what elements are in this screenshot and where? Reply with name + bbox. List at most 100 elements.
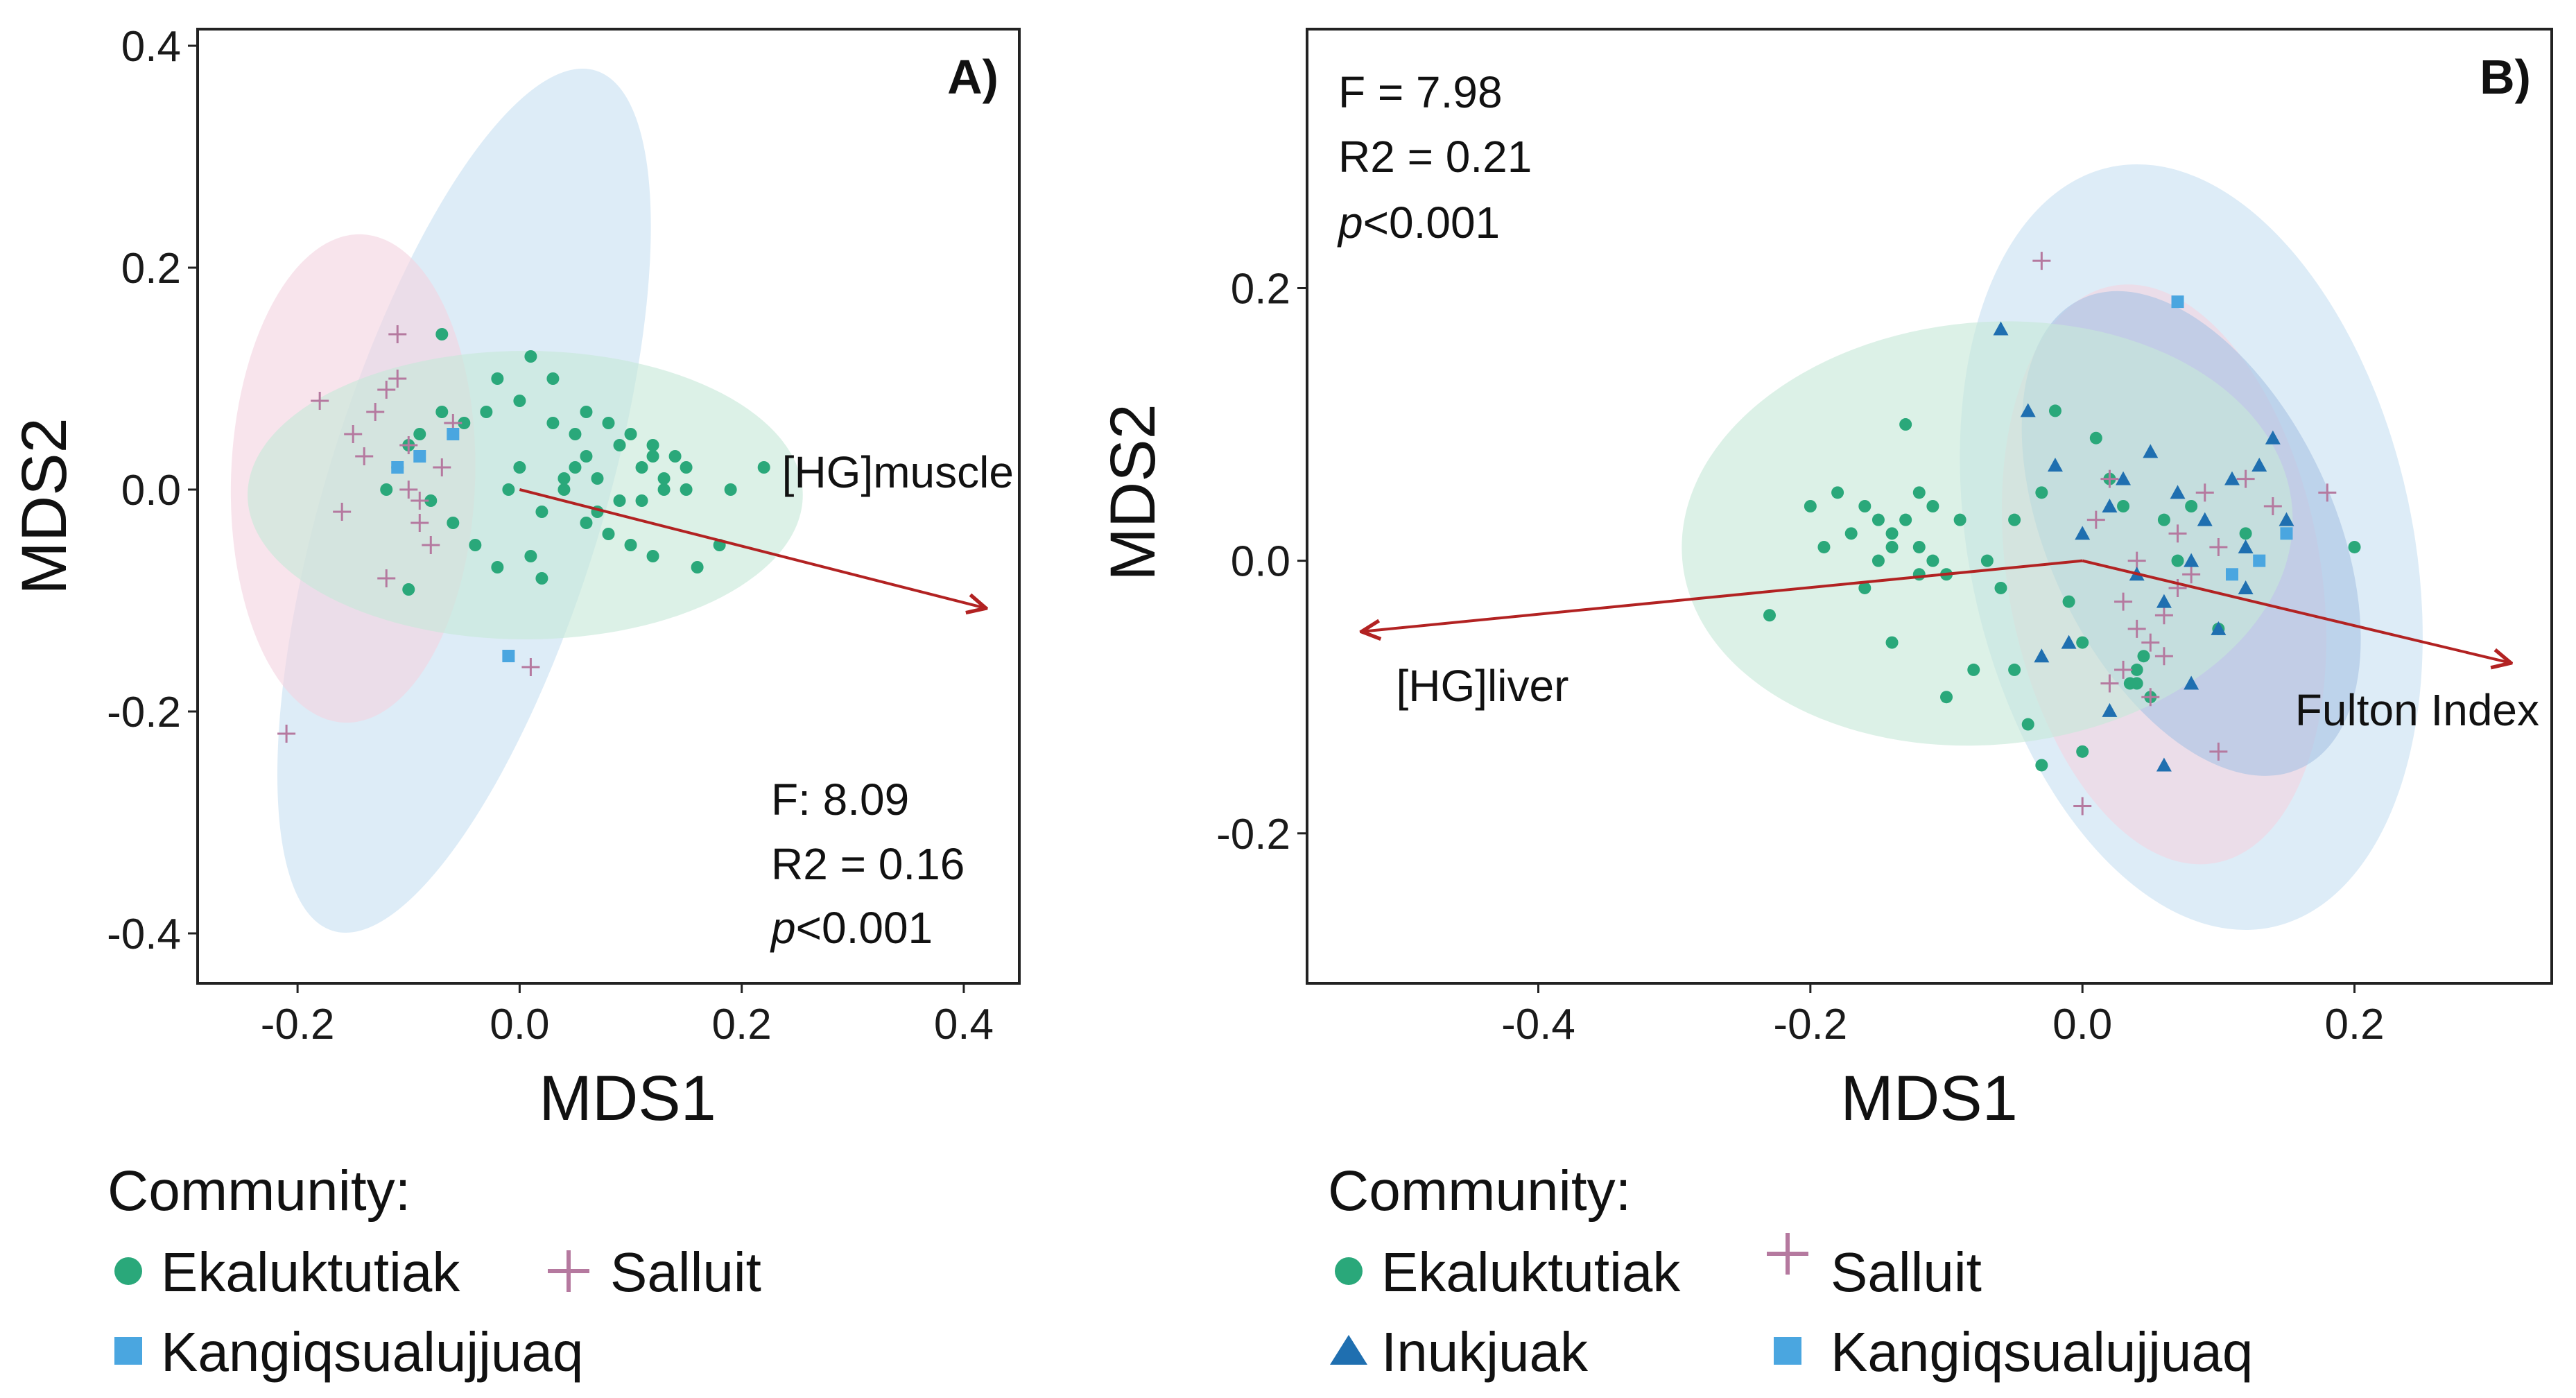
panel-b-point-inukjuak [2061, 635, 2077, 649]
panel-b-point-ekaluktutiak [2185, 500, 2198, 512]
panel-b-point-salluit [2100, 469, 2119, 488]
legend-a-salluit-label: Salluit [610, 1241, 761, 1303]
panel-b-point-salluit [2114, 592, 2133, 611]
panel-b-stat-p: p<0.001 [1337, 198, 1500, 248]
panel-b-point-ekaluktutiak [2035, 759, 2048, 772]
panel-b-point-salluit [2127, 619, 2146, 638]
panel-b-point-inukjuak [2279, 512, 2294, 526]
panel-a-point-ekaluktutiak [447, 517, 460, 529]
panel-b-stat-r2: R2 = 0.21 [1338, 132, 1532, 182]
panel-a-point-ekaluktutiak [757, 461, 770, 474]
legend-a-item-ekaluktutiak: Ekaluktutiak [114, 1241, 460, 1303]
panel-b-point-ekaluktutiak [2348, 540, 2361, 553]
panel-b-point-inukjuak [2224, 471, 2240, 485]
panel-b-point-ekaluktutiak [1885, 636, 1899, 649]
panel-b-vector-label-fulton-index: Fulton Index [2295, 685, 2539, 735]
legend-a-ekaluktutiak-marker-icon [114, 1257, 142, 1285]
panel-a-point-ekaluktutiak [613, 439, 626, 451]
panel-b-vectors: [HG]liver Fulton Index [1361, 559, 2539, 735]
panel-a-point-ekaluktutiak [668, 450, 682, 463]
panel-a-point-kangiqsualujjuaq [502, 650, 515, 662]
legend-b-salluit-label: Salluit [1831, 1241, 1982, 1303]
panel-a-stat-p-value: <0.001 [796, 903, 933, 953]
panel-b-point-ekaluktutiak [2171, 554, 2184, 567]
legend-b: Community: Ekaluktutiak Salluit Inukjuak… [1328, 1159, 2253, 1383]
legend-b-title: Community: [1328, 1159, 1631, 1223]
panel-a-stat-p: p<0.001 [770, 903, 933, 953]
panel-a-y-tick-label: -0.2 [107, 689, 181, 736]
panel-a-point-ekaluktutiak [546, 372, 560, 385]
panel-b-point-inukjuak [2251, 458, 2267, 472]
panel-a-point-salluit [410, 492, 429, 510]
panel-b-frame [1306, 28, 2553, 985]
panel-b-point-kangiqsualujjuaq [2225, 568, 2238, 581]
panel-a-point-ekaluktutiak [535, 572, 548, 585]
legend-a-title: Community: [107, 1159, 410, 1223]
panel-b-point-ekaluktutiak [1885, 540, 1899, 553]
panel-a-point-ekaluktutiak [624, 428, 637, 440]
panel-a-point-kangiqsualujjuaq [447, 428, 460, 440]
panel-a-point-ekaluktutiak [646, 550, 659, 562]
panel-a-point-ekaluktutiak [458, 417, 471, 429]
panel-b-point-ekaluktutiak [2137, 650, 2150, 663]
panel-a-ellipses [230, 69, 803, 933]
panel-a-point-ekaluktutiak [602, 528, 615, 540]
panel-b-y-ticks: -0.2 0.0 0.2 [1216, 265, 1307, 858]
panel-a-point-ekaluktutiak [646, 439, 659, 451]
panel-b-point-ekaluktutiak [1858, 581, 1872, 594]
panel-b-ellipses [1682, 164, 2423, 930]
panel-a-point-ekaluktutiak [524, 350, 537, 363]
panel-a-point-ekaluktutiak [524, 550, 537, 562]
legend-b-item-salluit: Salluit [1767, 1233, 1982, 1303]
legend-a-salluit-marker-icon [548, 1250, 589, 1292]
panel-a-point-ekaluktutiak [646, 450, 659, 463]
panel-b-point-salluit [2141, 633, 2160, 652]
panel-a-point-salluit [333, 503, 352, 521]
panel-b-point-ekaluktutiak [1872, 513, 1885, 526]
panel-a-point-ekaluktutiak [491, 561, 504, 573]
panel-a-point-ekaluktutiak [602, 417, 615, 429]
panel-b-stat-p-value: <0.001 [1363, 198, 1501, 248]
panel-b-point-ekaluktutiak [1817, 540, 1831, 553]
panel-b-point-ekaluktutiak [1980, 554, 1994, 567]
panel-a-vector-hg-muscle [519, 488, 986, 608]
panel-b-point-salluit [2182, 565, 2201, 584]
legend-b-salluit-marker-icon [1767, 1233, 1808, 1275]
panel-a-x-tick-label: -0.2 [261, 1001, 335, 1048]
panel-a-point-ekaluktutiak [402, 583, 415, 596]
legend-b-ekaluktutiak-marker-icon [1335, 1257, 1363, 1285]
panel-a-ellipse-ekaluktutiak [248, 351, 803, 639]
panel-a-point-salluit [399, 481, 418, 499]
legend-a-ekaluktutiak-label: Ekaluktutiak [161, 1241, 460, 1303]
panel-a-point-salluit [521, 658, 540, 676]
panel-b-stat-p-symbol: p [1337, 198, 1363, 248]
panel-b-point-salluit [2209, 537, 2228, 556]
panel-b-x-axis-title: MDS1 [1840, 1063, 2018, 1134]
panel-b-x-ticks: -0.4 -0.2 0.0 0.2 [1501, 983, 2385, 1048]
panel-b-point-ekaluktutiak [2008, 663, 2021, 676]
panel-a-y-tick-label: 0.0 [121, 467, 181, 515]
panel-b-point-salluit [2100, 674, 2119, 693]
panel-a-point-salluit [311, 392, 329, 410]
panel-b-point-salluit [2114, 660, 2133, 679]
panel-a-point-ekaluktutiak [491, 372, 504, 385]
panel-a-point-ekaluktutiak [435, 328, 449, 340]
panel-a-point-ekaluktutiak [680, 461, 693, 474]
panel-a-point-ekaluktutiak [424, 494, 438, 507]
panel-b-point-ekaluktutiak [1967, 663, 1980, 676]
panel-b-y-axis-title: MDS2 [1098, 404, 1168, 581]
panel-a-point-ekaluktutiak [413, 428, 426, 440]
panel-b-stat-f: F = 7.98 [1338, 67, 1503, 117]
legend-a-kangiqsualujjuaq-marker-icon [114, 1337, 142, 1365]
panel-a-point-ekaluktutiak [724, 483, 737, 496]
panel-b-vector-fulton-index [2082, 559, 2511, 663]
panel-a-point-ekaluktutiak [580, 517, 593, 529]
panel-b-point-ekaluktutiak [2048, 404, 2061, 417]
panel-a-frame [196, 28, 1021, 985]
panel-b-point-salluit [2154, 647, 2173, 666]
panel-b-point-ekaluktutiak [2157, 513, 2170, 526]
panel-b-x-tick-label: 0.0 [2052, 1001, 2112, 1048]
panel-b-point-ekaluktutiak [1899, 513, 1912, 526]
panel-b-point-kangiqsualujjuaq [2171, 295, 2184, 309]
